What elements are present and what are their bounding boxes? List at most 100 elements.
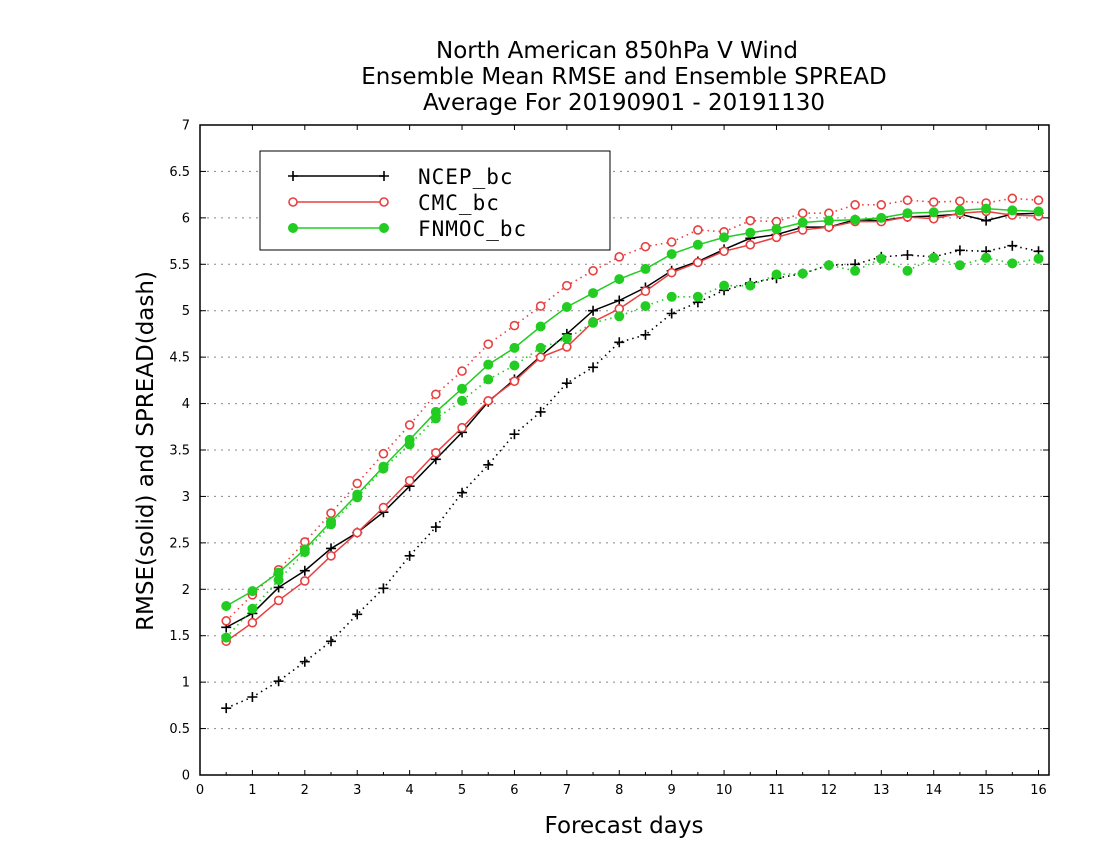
series-line: [225, 197, 1039, 622]
open-circle-marker: [562, 280, 572, 291]
x-tick-label: 16: [1030, 783, 1047, 798]
x-tick-label: 15: [978, 783, 995, 798]
y-tick-label: 0.5: [169, 722, 190, 737]
plus-marker: [509, 429, 520, 440]
open-circle-marker: [535, 352, 546, 362]
filled-circle-marker: [850, 265, 861, 276]
open-circle-marker: [352, 527, 363, 538]
plus-marker: [640, 329, 651, 340]
filled-circle-marker: [823, 260, 834, 271]
open-circle-marker: [562, 342, 572, 352]
filled-circle-marker: [954, 260, 965, 271]
y-tick-label: 5: [182, 304, 190, 319]
open-circle-marker: [1033, 195, 1044, 206]
y-tick-label: 4: [182, 397, 190, 412]
filled-circle-marker: [1007, 258, 1018, 269]
open-circle-marker: [535, 301, 546, 311]
data-series: [221, 193, 1044, 714]
filled-circle-marker: [561, 333, 572, 344]
open-circle-marker: [300, 576, 310, 586]
legend-item: FNMOC_bc: [288, 217, 526, 241]
filled-circle-marker: [247, 603, 258, 614]
legend-label: CMC_bc: [418, 191, 500, 215]
filled-circle-marker: [221, 632, 232, 643]
series-line: [225, 256, 1039, 639]
open-circle-marker: [326, 508, 336, 518]
open-circle-marker: [693, 225, 703, 235]
open-circle-marker: [850, 200, 860, 210]
legend-item: NCEP_bc: [288, 165, 513, 189]
open-circle-marker: [378, 502, 389, 513]
y-tick-label: 2.5: [169, 536, 190, 551]
filled-circle-marker: [457, 383, 468, 394]
open-circle-marker: [457, 422, 467, 433]
plus-marker: [299, 656, 310, 667]
filled-circle-marker: [457, 395, 468, 406]
y-tick-label: 6: [182, 211, 190, 226]
open-circle-marker: [457, 366, 467, 376]
filled-circle-marker: [981, 203, 992, 214]
filled-circle-marker: [273, 575, 284, 585]
plus-marker: [430, 522, 441, 533]
x-tick-label: 10: [716, 783, 733, 798]
chart-title: North American 850hPa V Wind Ensemble Me…: [361, 38, 886, 116]
y-tick-label: 6.5: [169, 165, 190, 180]
x-tick-label: 0: [196, 783, 204, 798]
x-tick-label: 2: [301, 783, 309, 798]
open-circle-marker: [509, 376, 520, 387]
filled-circle-marker: [614, 311, 625, 322]
open-circle-marker: [326, 551, 336, 561]
tick-labels: 0 1 2 3 4 5 6 7 8 9 10 11 12 13 14 15 1600.511.522.533.5…: [169, 119, 1046, 799]
x-tick-label: 9: [668, 783, 676, 798]
series-line: [225, 244, 1039, 709]
filled-circle-marker: [954, 205, 965, 216]
filled-circle-marker: [719, 280, 730, 291]
plus-marker: [288, 171, 298, 181]
open-circle-marker: [666, 267, 677, 278]
x-tick-label: 8: [615, 783, 623, 798]
open-circle-marker: [378, 448, 389, 459]
series-line: [225, 212, 1039, 629]
filled-circle-marker: [378, 463, 389, 474]
plus-marker: [561, 378, 572, 389]
x-tick-label: 11: [768, 783, 785, 798]
open-circle-marker: [719, 246, 729, 257]
open-circle-marker: [640, 286, 651, 297]
plus-marker: [954, 245, 965, 256]
filled-circle-marker: [928, 252, 939, 263]
filled-circle-marker: [588, 317, 599, 328]
filled-circle-marker: [509, 342, 520, 353]
filled-circle-marker: [326, 519, 337, 530]
filled-circle-marker: [614, 274, 625, 285]
filled-circle-marker: [797, 268, 808, 279]
plus-marker: [666, 308, 677, 319]
filled-circle-marker: [719, 232, 730, 243]
plus-marker: [483, 459, 494, 470]
y-tick-label: 2: [182, 583, 190, 598]
plus-marker: [614, 337, 625, 348]
open-circle-marker: [955, 196, 965, 206]
filled-circle-marker: [483, 359, 494, 370]
series-CMC_bc-dash: [221, 193, 1044, 626]
title-line-3: Average For 20190901 - 20191130: [423, 90, 825, 116]
filled-circle-marker: [561, 302, 572, 312]
open-circle-marker: [771, 232, 782, 243]
plus-marker: [299, 565, 310, 576]
x-tick-label: 6: [510, 783, 518, 798]
plus-marker: [326, 636, 337, 647]
open-circle-marker: [1007, 193, 1018, 204]
filled-circle-marker: [1007, 205, 1018, 216]
open-circle-marker: [247, 617, 258, 628]
open-circle-marker: [902, 195, 913, 206]
open-circle-marker: [928, 197, 939, 207]
x-tick-label: 12: [821, 783, 838, 798]
filled-circle-marker: [745, 280, 756, 291]
legend-item: CMC_bc: [288, 191, 500, 215]
legend-box: [259, 150, 611, 251]
plus-marker: [902, 250, 913, 260]
y-tick-label: 4.5: [169, 351, 190, 366]
plus-marker: [457, 487, 468, 498]
open-circle-marker: [352, 478, 363, 489]
